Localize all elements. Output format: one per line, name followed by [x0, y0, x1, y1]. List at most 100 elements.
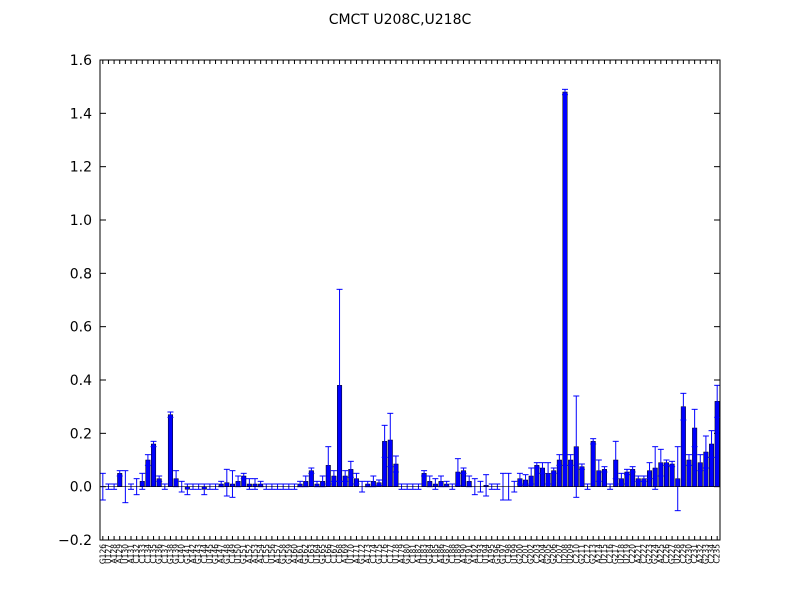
y-tick-label: 1.4 [70, 106, 92, 122]
x-tick-label: A161 [296, 544, 305, 564]
x-tick-label: G205 [544, 544, 553, 564]
x-tick-label: G187 [442, 544, 451, 564]
x-tick-label: U156 [267, 544, 276, 564]
x-tick-label: A173 [363, 544, 372, 564]
y-tick-label: 0.2 [70, 426, 92, 442]
x-tick-label: A152 [245, 544, 254, 564]
bar [562, 91, 568, 487]
x-tick-label: C144 [200, 544, 209, 564]
x-tick-label: A128 [110, 544, 119, 564]
y-tick-label: −0.2 [58, 533, 92, 549]
x-tick-label: C174 [369, 544, 378, 564]
x-tick-label: U164 [313, 544, 322, 564]
x-tick-label: G184 [425, 544, 434, 564]
x-tick-label: C207 [555, 544, 564, 564]
x-tick-label: G180 [403, 544, 412, 564]
x-tick-label: C198 [504, 544, 513, 564]
y-tick-label: 0.8 [70, 266, 92, 282]
x-tick-label: C231 [690, 544, 699, 564]
x-tick-label: A221 [634, 544, 643, 564]
x-tick-label: U218 [617, 544, 626, 564]
x-tick-label: U209 [566, 544, 575, 564]
x-tick-label: G224 [651, 544, 660, 564]
x-tick-label: G148 [222, 544, 231, 564]
x-tick-label: A204 [538, 544, 547, 564]
x-tick-label: C234 [707, 544, 716, 564]
x-tick-label: G138 [166, 544, 175, 564]
x-tick-label: C226 [662, 544, 671, 564]
x-tick-label: U145 [205, 544, 214, 564]
x-tick-label: G165 [318, 544, 327, 564]
x-tick-label: G213 [589, 544, 598, 564]
x-tick-label: A157 [273, 544, 282, 564]
x-tick-label: C177 [386, 544, 395, 564]
x-tick-label: A153 [251, 544, 260, 564]
x-tick-label: G143 [194, 544, 203, 564]
x-tick-label: C168 [335, 544, 344, 564]
x-tick-label: C220 [628, 544, 637, 564]
chart-title: CMCT U208C,U218C [329, 12, 472, 28]
x-tick-label: C216 [606, 544, 615, 564]
x-tick-label: G206 [549, 544, 558, 564]
bar [534, 465, 540, 487]
x-tick-label: C137 [160, 544, 169, 564]
x-tick-label: C155 [262, 544, 271, 564]
x-tick-label: C176 [380, 544, 389, 564]
x-tick-label: G146 [211, 544, 220, 564]
x-tick-label: A154 [256, 544, 265, 564]
x-tick-label: A214 [594, 544, 603, 564]
x-tick-label: A147 [217, 544, 226, 564]
y-tick-label: 0.6 [70, 320, 92, 336]
x-tick-label: C149 [228, 544, 237, 564]
x-tick-label: C222 [639, 544, 648, 564]
x-tick-label: C203 [532, 544, 541, 564]
x-tick-label: A169 [341, 544, 350, 564]
x-tick-label: G162 [301, 544, 310, 564]
x-tick-label: U194 [482, 544, 491, 564]
x-tick-label: G196 [493, 544, 502, 564]
x-tick-label: A190 [459, 544, 468, 564]
x-tick-label: C166 [324, 544, 333, 564]
x-tick-label: C163 [307, 544, 316, 564]
x-tick-label: G158 [279, 544, 288, 564]
x-tick-label: A192 [470, 544, 479, 564]
x-tick-label: A131 [127, 544, 136, 564]
x-tick-label: G151 [239, 544, 248, 564]
x-tick-label: G172 [358, 544, 367, 564]
x-tick-label: C167 [329, 544, 338, 564]
x-tick-label: U189 [453, 544, 462, 564]
x-tick-label: U183 [420, 544, 429, 564]
x-tick-label: G136 [155, 544, 164, 564]
y-tick-label: 1.6 [70, 53, 92, 69]
plot-frame [99, 59, 721, 541]
x-tick-label: U127 [104, 544, 113, 564]
x-tick-label: C193 [476, 544, 485, 564]
x-tick-label: A186 [437, 544, 446, 564]
x-tick-label: A129 [115, 544, 124, 564]
x-tick-label: A232 [696, 544, 705, 564]
x-tick-label: C135 [149, 544, 158, 564]
x-tick-label: C185 [431, 544, 440, 564]
x-tick-label: C188 [448, 544, 457, 564]
x-tick-label: C133 [138, 544, 147, 564]
y-tick-label: 0.4 [70, 373, 92, 389]
x-tick-label: U178 [391, 544, 400, 564]
y-tick-label: 0.0 [70, 480, 92, 496]
x-tick-label: U199 [510, 544, 519, 564]
x-tick-label: A171 [352, 544, 361, 564]
x-tick-label: G139 [172, 544, 181, 564]
x-tick-label: A142 [189, 544, 198, 564]
x-tick-label: U219 [623, 544, 632, 564]
x-tick-label: U215 [600, 544, 609, 564]
x-tick-label: C140 [177, 544, 186, 564]
x-tick-label: G200 [515, 544, 524, 564]
x-tick-label: G217 [611, 544, 620, 564]
x-tick-label: A160 [290, 544, 299, 564]
x-tick-label: A179 [397, 544, 406, 564]
x-tick-label: C181 [408, 544, 417, 564]
x-tick-label: G197 [499, 544, 508, 564]
x-tick-label: G230 [685, 544, 694, 564]
x-tick-label: G211 [577, 544, 586, 564]
bar [669, 463, 675, 487]
